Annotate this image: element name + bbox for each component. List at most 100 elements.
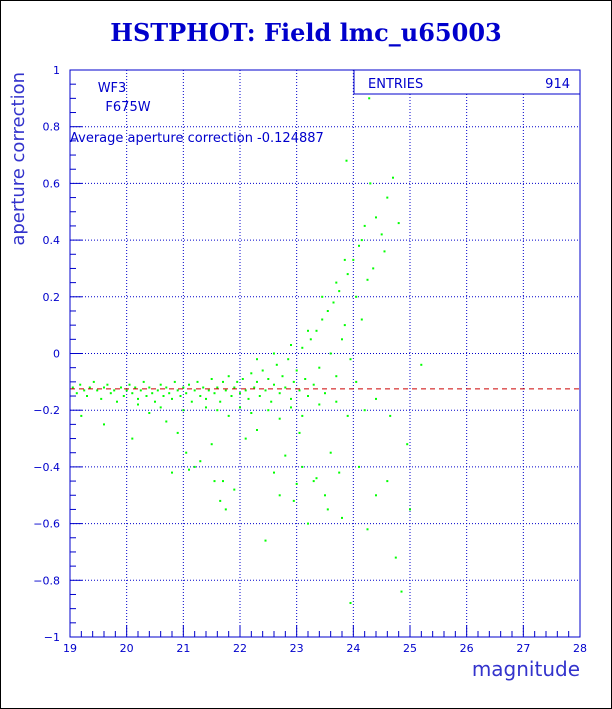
data-point [233,488,236,491]
data-point [312,480,315,483]
data-point [355,380,358,383]
data-point [304,378,307,380]
data-point [75,392,78,395]
data-point [366,278,369,281]
data-point [253,386,256,389]
x-tick-label: 25 [403,642,417,655]
y-tick-label: 1 [53,64,60,77]
data-point [278,392,281,395]
data-point [139,389,142,392]
data-point [321,318,324,321]
data-point [341,338,343,341]
data-point [392,176,394,179]
x-tick-label: 23 [290,642,304,655]
data-point [261,369,264,372]
data-point [128,383,131,386]
data-point [213,480,216,483]
data-point [207,389,210,392]
data-point [338,290,341,293]
data-point [103,386,105,389]
data-point [346,414,349,417]
average-label: Average aperture correction -0.124887 [70,131,324,146]
x-tick-label: 20 [120,642,134,655]
data-point [188,383,190,386]
data-point [227,414,230,417]
data-point [88,386,91,389]
data-point [71,386,74,389]
data-point [145,395,148,397]
data-point [256,358,258,361]
data-point [346,273,349,276]
data-point [284,386,287,389]
y-tick-label: −1 [44,631,60,644]
data-point [250,412,253,414]
data-point [179,395,182,397]
data-point [301,465,304,468]
data-point [159,406,162,409]
data-point [298,431,301,434]
data-point [366,528,369,531]
data-point [375,494,377,497]
data-point [131,437,134,440]
y-tick-label: −0.4 [33,461,60,474]
data-point [236,380,239,383]
data-point [210,443,213,446]
data-point [386,480,389,483]
data-point [281,375,284,378]
data-point [292,380,295,383]
data-point [213,392,216,395]
data-point [96,389,99,392]
data-point [284,454,287,457]
data-point [250,372,253,375]
data-point [309,338,312,341]
data-point [165,386,168,389]
data-point [258,395,261,397]
data-point [295,482,298,485]
data-point [116,400,118,403]
data-point [307,522,309,525]
data-point [224,508,227,511]
data-point [386,196,389,199]
data-point [295,369,298,372]
x-tick-label: 22 [233,642,247,655]
data-point [343,324,346,327]
data-point [321,295,324,298]
data-point [239,406,241,409]
data-point [137,403,139,406]
data-point [273,352,275,355]
data-point [332,301,335,304]
data-point [369,182,372,185]
data-point [80,414,83,417]
data-point [326,508,329,511]
data-point [247,397,250,400]
data-point [315,477,318,480]
data-point [230,395,233,397]
data-point [307,329,309,332]
data-point [318,366,321,369]
data-point [400,590,403,593]
chart-title: HSTPHOT: Field lmc_u65003 [110,18,502,47]
y-tick-label: 0.2 [43,291,61,304]
data-point [397,222,400,225]
data-point [222,480,224,483]
x-axis-title: magnitude [472,657,580,681]
data-point [389,414,392,417]
data-point [224,389,227,392]
data-point [134,386,137,389]
data-point [151,392,154,395]
data-point [326,310,329,312]
data-point [307,395,309,397]
data-point [324,392,326,395]
data-point [190,400,193,403]
data-point [156,389,159,392]
data-point [199,460,202,463]
data-point [329,451,332,454]
entries-value: 914 [545,77,570,92]
x-tick-label: 27 [516,642,530,655]
data-point [345,159,348,162]
data-point [335,281,338,284]
data-point [372,267,375,270]
camera-label: WF3 [98,81,127,96]
data-point [173,380,176,383]
data-point [273,471,275,474]
